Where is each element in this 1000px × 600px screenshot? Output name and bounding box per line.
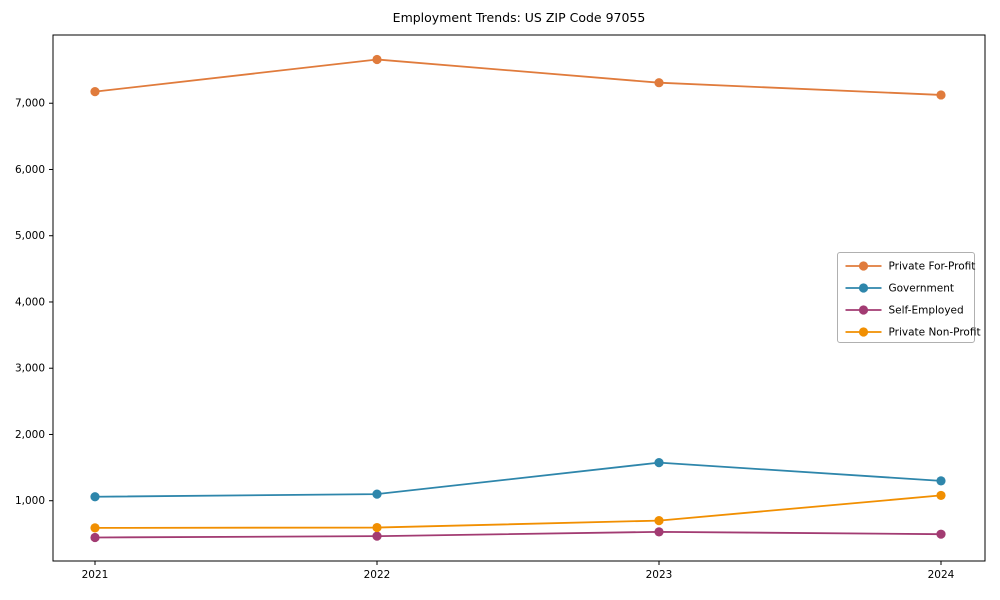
x-tick-label: 2024: [928, 569, 955, 581]
axes: 1,000 2,000 3,000 4,000 5,000 6,000 7,000 2021 2…: [15, 98, 955, 581]
plot-area: [52, 34, 986, 562]
x-tick-label: 2023: [646, 569, 673, 581]
x-tick-label: 2021: [82, 569, 109, 581]
legend-label: Self-Employed: [889, 305, 964, 317]
data-point: [372, 522, 382, 533]
chart-title: Employment Trends: US ZIP Code 97055: [393, 10, 646, 25]
y-tick-label: 4,000: [15, 296, 45, 308]
data-point: [654, 78, 664, 88]
data-point: [90, 523, 100, 533]
legend-entry: Private For-Profit: [845, 261, 976, 273]
y-tick-label: 7,000: [15, 98, 45, 110]
series-line-private-for-profit: [94, 58, 942, 96]
data-point: [936, 90, 946, 100]
legend-marker: [858, 283, 869, 293]
data-point: [372, 54, 382, 65]
data-point: [936, 529, 946, 539]
series-line-government: [94, 461, 942, 498]
legend-label: Private Non-Profit: [889, 327, 981, 339]
series-line-self-employed: [94, 530, 942, 539]
data-point: [90, 492, 100, 502]
y-tick-label: 6,000: [15, 164, 45, 176]
data-point: [654, 527, 664, 537]
legend-entry: Self-Employed: [845, 305, 964, 317]
series-layer: [90, 54, 946, 543]
legend-entry: Private Non-Profit: [845, 327, 981, 339]
legend: Private For-Profit Government Self-Employe…: [837, 252, 981, 343]
data-point: [90, 532, 100, 543]
legend-marker: [858, 327, 869, 337]
data-point: [90, 87, 100, 97]
data-point: [936, 490, 946, 501]
data-point: [372, 531, 382, 541]
data-point: [654, 515, 664, 526]
series-line-private-non-profit: [94, 494, 942, 529]
x-tick-label: 2022: [364, 569, 391, 581]
legend-label: Private For-Profit: [889, 261, 976, 273]
legend-label: Government: [889, 283, 954, 295]
data-point: [372, 489, 382, 499]
y-tick-label: 1,000: [15, 495, 45, 507]
legend-marker: [858, 261, 869, 271]
legend-entry: Government: [845, 283, 954, 295]
plot-border: [52, 34, 986, 562]
y-tick-label: 3,000: [15, 363, 45, 375]
legend-box: [837, 252, 975, 343]
y-tick-label: 5,000: [15, 230, 45, 242]
data-point: [654, 458, 664, 468]
legend-marker: [858, 305, 869, 315]
data-point: [936, 476, 946, 486]
y-tick-label: 2,000: [15, 429, 45, 441]
